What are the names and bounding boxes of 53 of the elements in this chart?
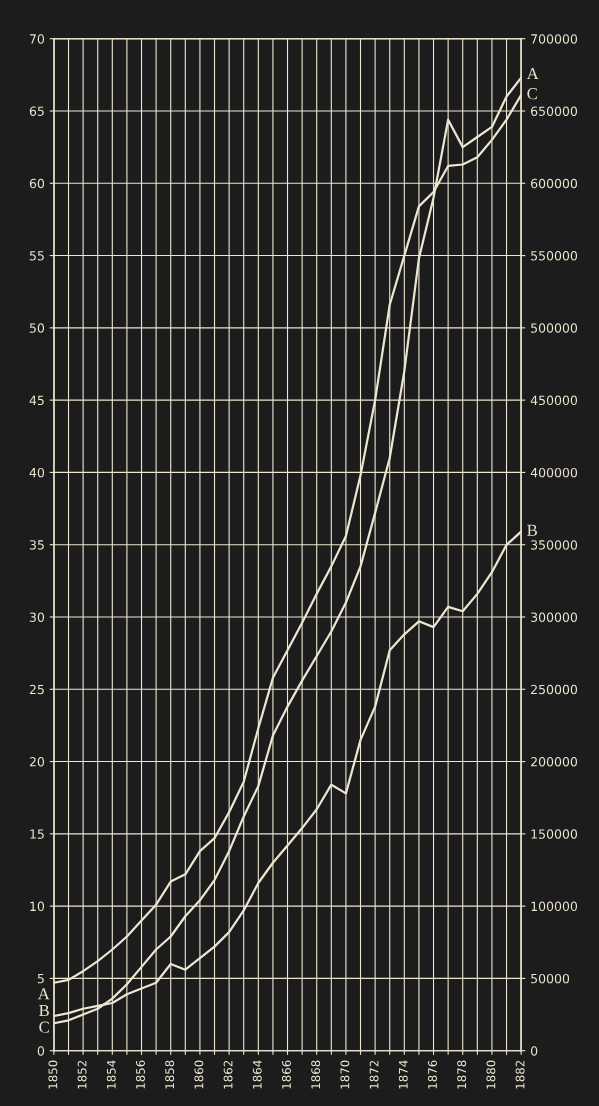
y-tick-label: 0 <box>37 1046 45 1056</box>
y-tick-label: 35 <box>29 540 44 550</box>
x-tick-label: 1880 <box>486 1060 496 1089</box>
y2-tick-label: 100000 <box>531 901 578 912</box>
y2-tick-label: 600000 <box>531 178 578 189</box>
y2-tick-label: 400000 <box>530 467 578 478</box>
y-tick-label: 25 <box>29 684 44 695</box>
y2-tick-label: 0 <box>530 1046 538 1056</box>
y-tick-label: 40 <box>29 467 45 478</box>
y2-tick-label: 450000 <box>530 395 578 406</box>
text: B <box>39 1005 49 1016</box>
x-tick-label: 1868 <box>311 1060 321 1089</box>
y2-tick-label: 200000 <box>531 757 578 767</box>
x-tick-label: 1860 <box>194 1060 204 1089</box>
y-tick-label: 15 <box>30 829 44 839</box>
y-tick-label: 60 <box>29 178 45 189</box>
x-tick-label: 1882 <box>515 1060 525 1089</box>
y-tick-label: 65 <box>29 106 44 116</box>
y-tick-label: 10 <box>30 901 45 912</box>
y-tick-label: 55 <box>29 251 44 261</box>
y2-tick-label: 550000 <box>531 251 578 261</box>
y2-tick-label: 300000 <box>531 612 578 622</box>
y-tick-label: 20 <box>29 757 45 767</box>
x-tick-label: 1876 <box>428 1060 437 1089</box>
y-tick-label: 50 <box>29 323 45 333</box>
x-tick-label: 1872 <box>369 1060 379 1089</box>
y2-tick-label: 500000 <box>531 323 578 333</box>
x-tick-label: 1878 <box>457 1060 467 1089</box>
text: C <box>39 1021 49 1033</box>
text: A <box>526 67 539 79</box>
x-tick-label: 1862 <box>223 1060 233 1089</box>
y2-tick-label: 650000 <box>531 106 578 116</box>
y-tick-label: 45 <box>29 395 44 406</box>
x-tick-label: 1864 <box>252 1060 262 1089</box>
x-tick-label: 1854 <box>106 1060 116 1089</box>
y2-tick-label: 350000 <box>531 540 578 550</box>
y2-tick-label: 50000 <box>531 973 570 984</box>
y2-tick-label: 250000 <box>531 684 578 695</box>
y-tick-label: 5 <box>37 974 44 984</box>
text: B <box>527 524 537 536</box>
y2-tick-label: 700000 <box>531 34 578 44</box>
x-tick-label: 1856 <box>136 1060 145 1089</box>
y-tick-label: 70 <box>30 34 45 44</box>
x-tick-label: 1874 <box>398 1060 408 1089</box>
x-tick-label: 1870 <box>340 1060 350 1089</box>
x-tick-label: 1850 <box>48 1060 58 1089</box>
x-tick-label: 1858 <box>165 1060 175 1089</box>
y2-tick-label: 150000 <box>531 829 578 839</box>
text: C <box>527 88 537 100</box>
x-tick-label: 1866 <box>282 1060 291 1089</box>
x-tick-label: 1852 <box>77 1060 87 1089</box>
text: A <box>37 988 50 1000</box>
y-tick-label: 30 <box>29 612 45 622</box>
